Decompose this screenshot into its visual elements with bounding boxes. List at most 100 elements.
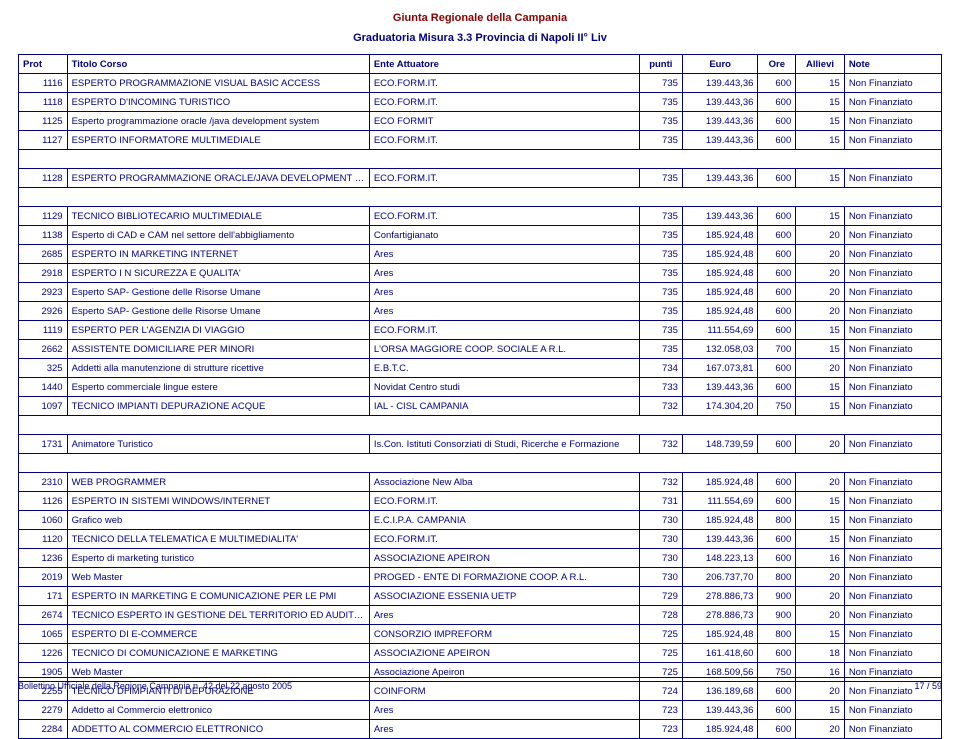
table-row: 1060Grafico webE.C.I.P.A. CAMPANIA730185… — [19, 511, 942, 530]
cell-note: Non Finanziato — [844, 359, 941, 378]
cell-euro: 185.924,48 — [682, 226, 758, 245]
cell-note: Non Finanziato — [844, 397, 941, 416]
cell-prot: 2926 — [19, 302, 68, 321]
cell-ore: 600 — [758, 549, 796, 568]
table-row: 325Addetti alla manutenzione di struttur… — [19, 359, 942, 378]
cell-ente: IAL - CISL CAMPANIA — [369, 397, 639, 416]
col-punti: punti — [639, 55, 682, 74]
cell-allievi: 20 — [796, 302, 845, 321]
table-row: 1129TECNICO BIBLIOTECARIO MULTIMEDIALEEC… — [19, 207, 942, 226]
cell-titolo: Web Master — [67, 568, 369, 587]
table-row: 1138Esperto di CAD e CAM nel settore del… — [19, 226, 942, 245]
cell-ente: ECO.FORM.IT. — [369, 492, 639, 511]
table-row: 1126ESPERTO IN SISTEMI WINDOWS/INTERNETE… — [19, 492, 942, 511]
cell-punti: 733 — [639, 378, 682, 397]
cell-euro: 185.924,48 — [682, 625, 758, 644]
cell-euro: 161.418,60 — [682, 644, 758, 663]
cell-ore: 900 — [758, 587, 796, 606]
cell-euro: 139.443,36 — [682, 378, 758, 397]
cell-euro: 139.443,36 — [682, 93, 758, 112]
cell-prot: 1118 — [19, 93, 68, 112]
cell-euro: 185.924,48 — [682, 473, 758, 492]
cell-note: Non Finanziato — [844, 112, 941, 131]
cell-allievi: 20 — [796, 245, 845, 264]
cell-ente: ECO.FORM.IT. — [369, 207, 639, 226]
cell-euro: 111.554,69 — [682, 321, 758, 340]
cell-allievi: 15 — [796, 131, 845, 150]
group-spacer — [19, 150, 942, 169]
cell-ore: 600 — [758, 283, 796, 302]
cell-punti: 735 — [639, 321, 682, 340]
cell-prot: 2923 — [19, 283, 68, 302]
group-spacer — [19, 188, 942, 207]
cell-prot: 1138 — [19, 226, 68, 245]
cell-ente: Is.Con. Istituti Consorziati di Studi, R… — [369, 435, 639, 454]
cell-allievi: 15 — [796, 397, 845, 416]
cell-punti: 732 — [639, 473, 682, 492]
cell-prot: 2284 — [19, 720, 68, 739]
cell-ente: Ares — [369, 245, 639, 264]
cell-punti: 725 — [639, 644, 682, 663]
cell-ore: 700 — [758, 340, 796, 359]
cell-allievi: 15 — [796, 378, 845, 397]
cell-note: Non Finanziato — [844, 321, 941, 340]
group-spacer — [19, 454, 942, 473]
cell-punti: 735 — [639, 131, 682, 150]
cell-allievi: 15 — [796, 340, 845, 359]
cell-titolo: Esperto commerciale lingue estere — [67, 378, 369, 397]
cell-note: Non Finanziato — [844, 435, 941, 454]
cell-ente: ECO.FORM.IT. — [369, 321, 639, 340]
cell-titolo: ADDETTO AL COMMERCIO ELETTRONICO — [67, 720, 369, 739]
cell-punti: 735 — [639, 283, 682, 302]
cell-ente: E.C.I.P.A. CAMPANIA — [369, 511, 639, 530]
cell-note: Non Finanziato — [844, 587, 941, 606]
cell-prot: 1119 — [19, 321, 68, 340]
cell-titolo: TECNICO DELLA TELEMATICA E MULTIMEDIALIT… — [67, 530, 369, 549]
cell-prot: 1731 — [19, 435, 68, 454]
cell-note: Non Finanziato — [844, 378, 941, 397]
cell-prot: 2918 — [19, 264, 68, 283]
cell-ente: E.B.T.C. — [369, 359, 639, 378]
cell-prot: 1125 — [19, 112, 68, 131]
cell-euro: 148.223,13 — [682, 549, 758, 568]
cell-ente: ECO.FORM.IT. — [369, 74, 639, 93]
cell-note: Non Finanziato — [844, 606, 941, 625]
table-row: 1119ESPERTO PER L'AGENZIA DI VIAGGIOECO.… — [19, 321, 942, 340]
cell-allievi: 20 — [796, 226, 845, 245]
cell-note: Non Finanziato — [844, 511, 941, 530]
cell-punti: 735 — [639, 112, 682, 131]
table-row: 2279Addetto al Commercio elettronicoAres… — [19, 701, 942, 720]
cell-ore: 600 — [758, 720, 796, 739]
cell-ore: 600 — [758, 226, 796, 245]
cell-allievi: 15 — [796, 530, 845, 549]
cell-note: Non Finanziato — [844, 625, 941, 644]
cell-euro: 278.886,73 — [682, 606, 758, 625]
cell-note: Non Finanziato — [844, 283, 941, 302]
cell-allievi: 15 — [796, 511, 845, 530]
cell-ente: CONSORZIO IMPREFORM — [369, 625, 639, 644]
table-row: 2923Esperto SAP- Gestione delle Risorse … — [19, 283, 942, 302]
cell-allievi: 15 — [796, 492, 845, 511]
cell-allievi: 20 — [796, 283, 845, 302]
table-header-row: Prot Titolo Corso Ente Attuatore punti E… — [19, 55, 942, 74]
data-table: Prot Titolo Corso Ente Attuatore punti E… — [18, 54, 942, 739]
cell-titolo: Esperto programmazione oracle /java deve… — [67, 112, 369, 131]
cell-titolo: Addetti alla manutenzione di strutture r… — [67, 359, 369, 378]
cell-allievi: 16 — [796, 549, 845, 568]
cell-allievi: 15 — [796, 321, 845, 340]
cell-allievi: 20 — [796, 587, 845, 606]
table-row: 1125Esperto programmazione oracle /java … — [19, 112, 942, 131]
cell-titolo: ESPERTO PER L'AGENZIA DI VIAGGIO — [67, 321, 369, 340]
table-row: 1236Esperto di marketing turisticoASSOCI… — [19, 549, 942, 568]
cell-allievi: 20 — [796, 264, 845, 283]
cell-prot: 1120 — [19, 530, 68, 549]
cell-note: Non Finanziato — [844, 568, 941, 587]
cell-allievi: 20 — [796, 473, 845, 492]
cell-note: Non Finanziato — [844, 169, 941, 188]
table-row: 1127ESPERTO INFORMATORE MULTIMEDIALEECO.… — [19, 131, 942, 150]
col-euro: Euro — [682, 55, 758, 74]
cell-titolo: Addetto al Commercio elettronico — [67, 701, 369, 720]
cell-titolo: TECNICO IMPIANTI DEPURAZIONE ACQUE — [67, 397, 369, 416]
cell-ore: 600 — [758, 701, 796, 720]
cell-ore: 600 — [758, 169, 796, 188]
